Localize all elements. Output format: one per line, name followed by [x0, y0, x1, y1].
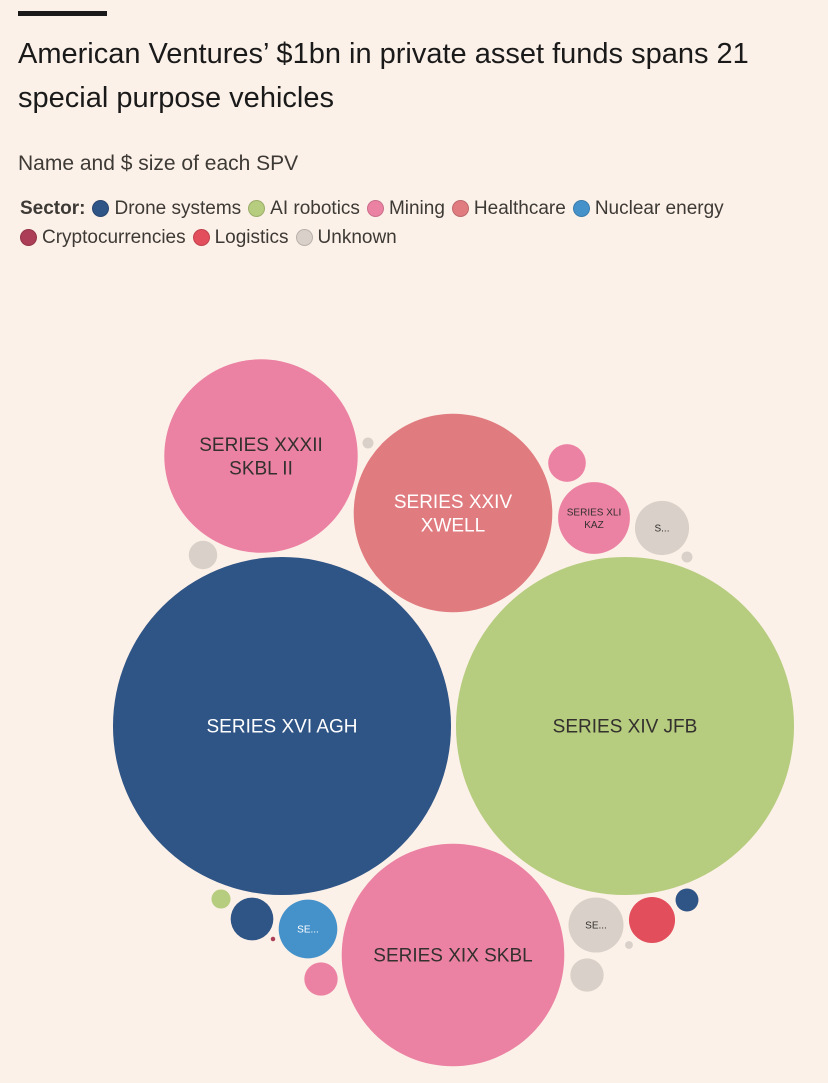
bubble-circle [211, 889, 231, 909]
bubble-circle [270, 936, 276, 942]
chart-title: American Ventures’ $1bn in private asset… [18, 38, 749, 114]
bubble-healthcare: SERIES XXIV XWELL [353, 413, 553, 613]
legend-item-label: Cryptocurrencies [42, 226, 186, 248]
bubble-circle [634, 500, 690, 556]
legend-item-healthcare: Healthcare [451, 197, 566, 220]
bubble-circle [230, 897, 274, 941]
legend-swatch [92, 200, 110, 217]
legend-swatch [366, 200, 384, 217]
chart-subtitle: Name and $ size of each SPV [18, 152, 299, 175]
bubble-ai-robotics: SERIES XIV JFB [455, 556, 795, 896]
bubble-circle [362, 437, 374, 449]
bubble-circle [681, 551, 693, 563]
bubble-unknown [362, 437, 374, 449]
bubble-circle [455, 556, 795, 896]
bubble-circle [570, 958, 604, 992]
bubble-label: SERIES XIX SKBL [373, 946, 532, 967]
bubble-circle [164, 359, 358, 553]
legend-item-cryptocurrencies: Cryptocurrencies [20, 227, 186, 249]
legend-item-nuclear-energy: Nuclear energy [572, 197, 724, 220]
legend-item-label: Unknown [317, 226, 397, 248]
bubble-label: SERIES XVI AGH [207, 717, 358, 738]
legend-item-label: Mining [388, 197, 445, 219]
bubble-drone-systems: SERIES XVI AGH [112, 556, 452, 896]
legend-heading: Sector: [20, 197, 86, 219]
bubble-circle [341, 843, 565, 1067]
bubble-circle [568, 897, 624, 953]
bubble-label: SERIES XXXII SKBL II [199, 435, 323, 480]
legend-swatch [248, 200, 266, 217]
legend-item-logistics: Logistics [192, 226, 289, 249]
bubble-unknown [681, 551, 693, 563]
legend-item-label: AI robotics [270, 197, 360, 219]
bubble-drone-systems [675, 888, 699, 912]
bubble-unknown [188, 540, 218, 570]
bubble-mining: SERIES XLI KAZ [558, 482, 630, 554]
bubble-circle [353, 413, 553, 613]
bubble-circle [628, 896, 676, 944]
legend-item-label: Logistics [214, 226, 289, 248]
bubble-mining [548, 444, 586, 482]
bubble-circle [675, 888, 699, 912]
legend-swatch [20, 229, 37, 246]
bubble-circle [278, 899, 338, 959]
legend: Sector: Drone systems AI robotics Mining… [20, 194, 820, 252]
legend-row-2: Cryptocurrencies Logistics Unknown [20, 223, 820, 252]
bubble-logistics [628, 896, 676, 944]
legend-item-unknown: Unknown [295, 226, 397, 249]
bubble-nuclear-energy: SE... [278, 899, 338, 959]
bubble-label: SERIES XIV JFB [553, 717, 698, 738]
bubble-circle [548, 444, 586, 482]
legend-swatch [192, 229, 210, 246]
legend-swatch [295, 229, 313, 246]
legend-swatch [451, 200, 469, 217]
bubble-circle [625, 941, 633, 949]
legend-item-label: Nuclear energy [594, 197, 724, 219]
legend-item-drone-systems: Drone systems [92, 198, 241, 220]
bubble-unknown [570, 958, 604, 992]
bubble-mining: SERIES XXXII SKBL II [164, 359, 358, 553]
bubble-label: S... [654, 524, 669, 535]
bubble-label: SERIES XLI KAZ [567, 507, 621, 531]
bubble-label: SE... [297, 925, 319, 936]
bubble-mining: SERIES XIX SKBL [341, 843, 565, 1067]
bubble-cryptocurrencies [270, 936, 276, 942]
bubble-ai-robotics [211, 889, 231, 909]
legend-item-label: Drone systems [114, 197, 242, 219]
bubble-unknown: SE... [568, 897, 624, 953]
bubble-unknown: S... [634, 500, 690, 556]
bubble-drone-systems [230, 897, 274, 941]
bubble-circle [304, 962, 338, 996]
legend-swatch [572, 200, 590, 217]
legend-row-1: Sector: Drone systems AI robotics Mining… [20, 194, 820, 223]
top-rule [18, 11, 107, 16]
bubble-label: SE... [585, 921, 607, 932]
legend-item-mining: Mining [366, 197, 445, 220]
legend-item-label: Healthcare [473, 197, 566, 219]
bubble-circle [558, 482, 630, 554]
bubble-circle [112, 556, 452, 896]
bubble-label: SERIES XXIV XWELL [394, 492, 513, 537]
legend-item-ai-robotics: AI robotics [248, 198, 360, 220]
bubble-unknown [625, 941, 633, 949]
bubble-mining [304, 962, 338, 996]
bubble-circle [188, 540, 218, 570]
